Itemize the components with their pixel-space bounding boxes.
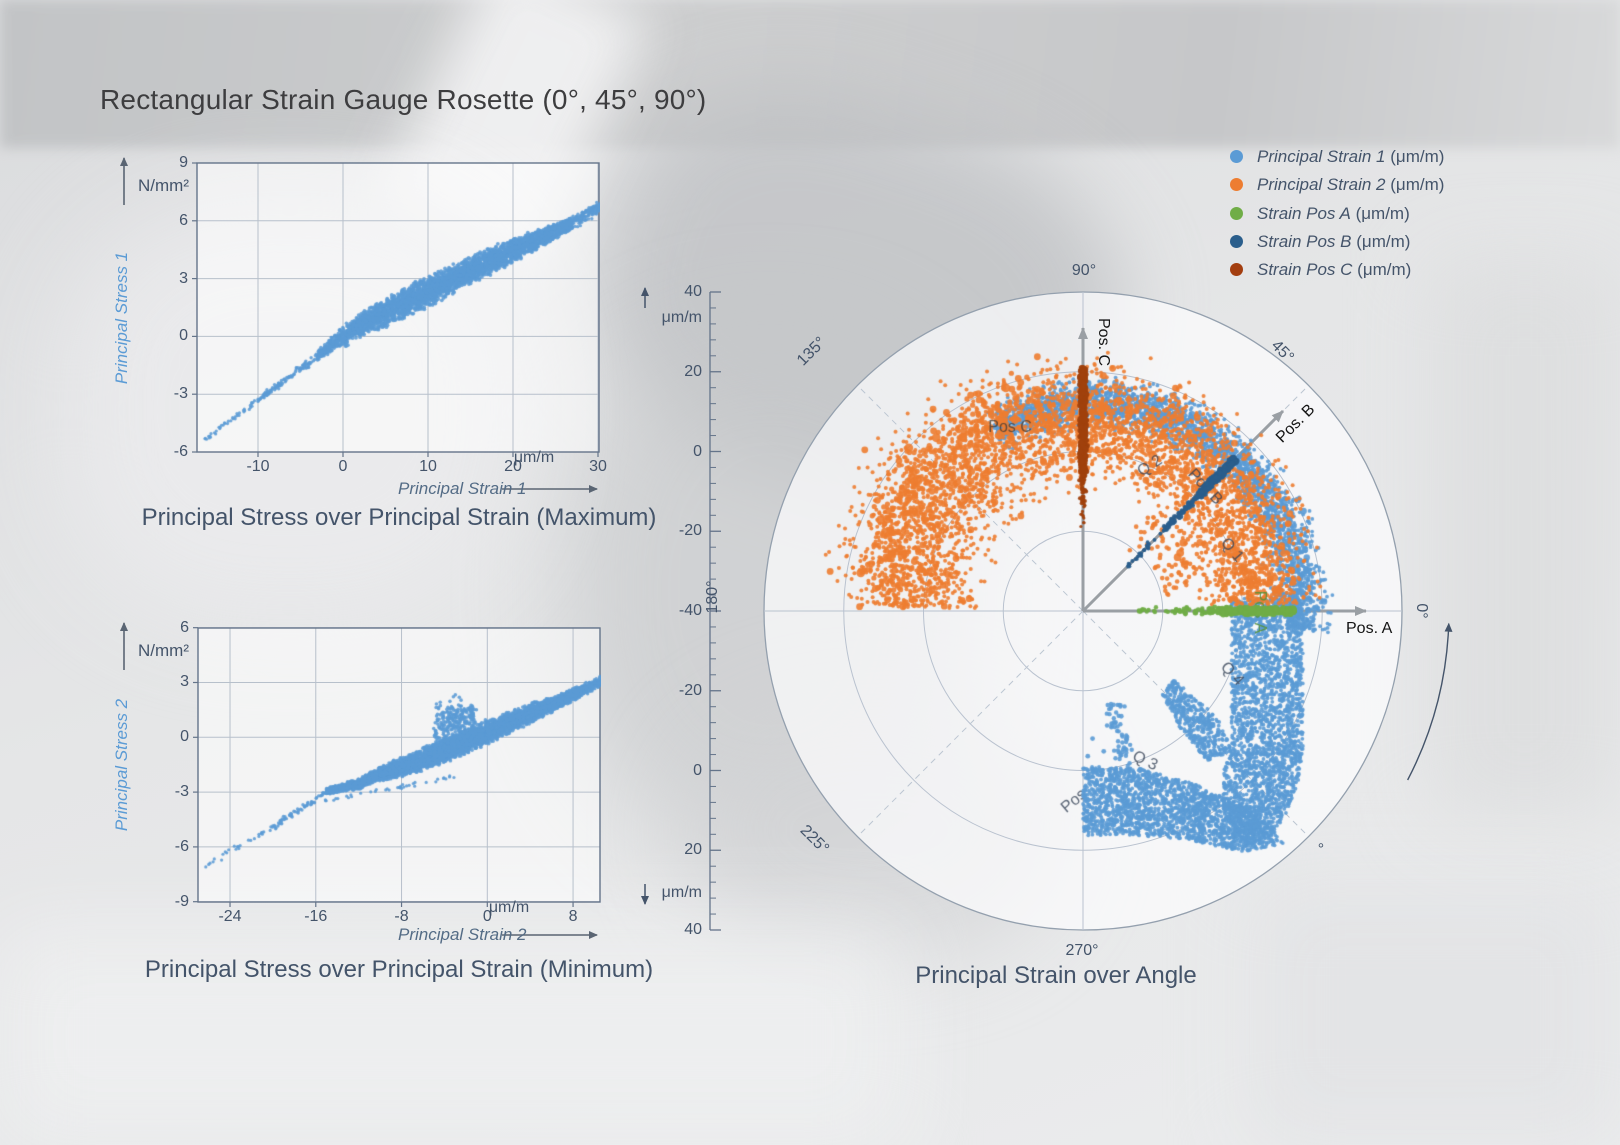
scatter-canvas-max [197, 163, 600, 453]
scatter-canvas-min [198, 628, 601, 903]
polar-canvas [743, 271, 1423, 951]
